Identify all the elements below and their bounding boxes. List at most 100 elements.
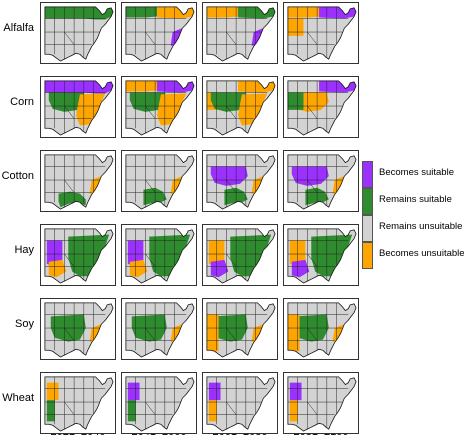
map-panel-hay-2081-2100 <box>283 224 359 286</box>
suitability-region <box>238 80 276 93</box>
state-boundaries <box>125 6 187 60</box>
suitability-region <box>76 93 106 126</box>
state-boundaries <box>206 302 268 356</box>
us-outline <box>44 154 114 210</box>
state-boundaries <box>287 80 349 134</box>
us-outline <box>125 302 195 358</box>
us-outline <box>44 6 114 62</box>
us-map-svg <box>125 80 195 136</box>
suitability-region <box>129 92 167 112</box>
suitability-region <box>48 259 67 278</box>
us-outline <box>287 302 357 358</box>
us-outline <box>287 376 357 432</box>
suitability-region <box>89 324 102 342</box>
map-panel-wheat-2021-2040 <box>40 372 116 434</box>
us-landmass <box>125 6 195 62</box>
state-boundaries <box>125 228 187 282</box>
suitability-region <box>311 234 353 277</box>
state-boundaries <box>206 80 268 134</box>
suitability-region <box>68 234 110 277</box>
us-landmass <box>44 6 114 62</box>
us-map-svg <box>287 228 357 284</box>
us-map-svg <box>206 6 276 62</box>
suitability-region <box>251 176 264 194</box>
us-outline <box>206 302 276 358</box>
us-map-svg <box>206 154 276 210</box>
suitability-region <box>125 80 158 92</box>
us-outline <box>44 80 114 136</box>
map-panel-wheat-2061-2080 <box>202 372 278 434</box>
map-panel-hay-2021-2040 <box>40 224 116 286</box>
us-outline <box>206 154 276 210</box>
us-outline <box>125 80 195 136</box>
state-boundaries <box>287 302 349 356</box>
us-outline <box>287 228 357 284</box>
legend-swatch-becomes-suitable <box>362 161 373 188</box>
state-boundaries <box>125 302 187 356</box>
us-map-svg <box>287 154 357 210</box>
state-boundaries <box>125 80 187 134</box>
us-outline <box>125 6 195 62</box>
us-map-svg <box>44 80 114 136</box>
suitability-region <box>287 314 300 352</box>
us-map-svg <box>125 6 195 62</box>
suitability-region <box>319 6 357 19</box>
map-panel-soy-2061-2080 <box>202 298 278 360</box>
us-outline <box>206 6 276 62</box>
suitability-region <box>46 382 59 401</box>
map-panel-cotton-2061-2080 <box>202 150 278 212</box>
us-landmass <box>287 376 357 432</box>
row-label-cotton: Cotton <box>1 170 34 182</box>
map-panel-corn-2041-2060 <box>121 76 197 138</box>
us-outline <box>206 228 276 284</box>
us-map-svg <box>287 6 357 62</box>
state-boundaries <box>44 80 106 134</box>
us-outline <box>206 80 276 136</box>
map-panel-corn-2081-2100 <box>283 76 359 138</box>
state-boundaries <box>206 376 268 430</box>
us-map-svg <box>287 376 357 432</box>
suitability-region <box>319 80 357 93</box>
suitability-region <box>170 176 183 194</box>
suitability-region <box>210 92 248 112</box>
us-map-svg <box>44 228 114 284</box>
map-panel-alfalfa-2081-2100 <box>283 2 359 64</box>
us-map-svg <box>287 302 357 358</box>
us-outline <box>287 154 357 210</box>
suitability-region <box>170 28 183 46</box>
suitability-region <box>291 259 310 278</box>
state-boundaries <box>125 376 187 430</box>
us-map-svg <box>125 376 195 432</box>
state-boundaries <box>44 228 106 282</box>
map-panel-alfalfa-2021-2040 <box>40 2 116 64</box>
us-outline <box>287 6 357 62</box>
legend-swatch-becomes-unsuitable <box>362 242 373 269</box>
suitability-region <box>157 80 195 93</box>
suitability-region <box>251 28 264 46</box>
us-map-svg <box>44 376 114 432</box>
us-landmass <box>44 376 114 432</box>
suitability-region <box>332 324 345 342</box>
us-outline <box>44 228 114 284</box>
suitability-region <box>46 400 55 422</box>
row-label-hay: Hay <box>14 244 34 256</box>
suitability-region <box>127 400 136 422</box>
suitability-region <box>291 166 329 186</box>
state-boundaries <box>44 6 106 60</box>
us-map-svg <box>125 302 195 358</box>
suitability-region <box>251 324 264 342</box>
map-panel-wheat-2041-2060 <box>121 372 197 434</box>
us-landmass <box>206 376 276 432</box>
suitability-region <box>287 92 304 110</box>
us-landmass <box>287 6 357 62</box>
legend-label-becomes-suitable: Becomes suitable <box>379 167 454 178</box>
us-outline <box>44 376 114 432</box>
suitability-region <box>332 176 345 194</box>
legend-swatch-remains-unsuitable <box>362 215 373 242</box>
suitability-region <box>230 234 272 277</box>
suitability-region <box>127 382 140 401</box>
map-panel-corn-2061-2080 <box>202 76 278 138</box>
suitability-region <box>149 234 191 277</box>
map-panel-hay-2061-2080 <box>202 224 278 286</box>
us-outline <box>125 228 195 284</box>
